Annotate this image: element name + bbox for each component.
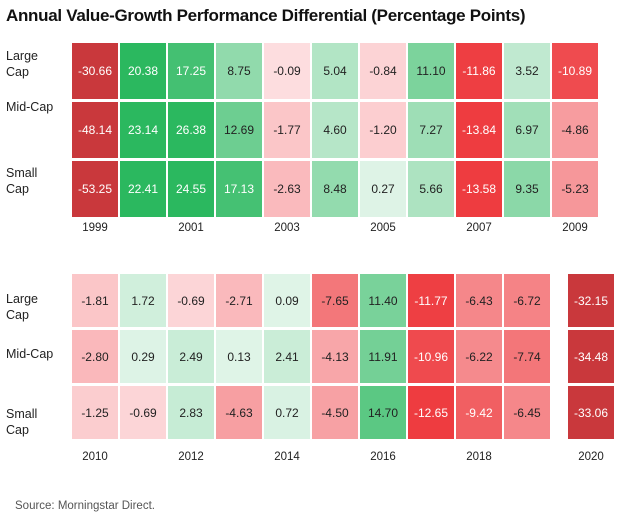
heatmap-cell: -2.80	[72, 330, 118, 383]
row-label: Mid-Cap	[6, 347, 54, 361]
heatmap-cell: -10.96	[408, 330, 454, 383]
heatmap-cell: 23.14	[120, 102, 166, 158]
heatmap-cell: 5.04	[312, 43, 358, 99]
heatmap-cell: -1.25	[72, 386, 118, 439]
source-note: Source: Morningstar Direct.	[15, 500, 155, 512]
heatmap-cell: 17.25	[168, 43, 214, 99]
heatmap-cell: 12.69	[216, 102, 262, 158]
heatmap-cell: 11.91	[360, 330, 406, 383]
heatmap-cell: 24.55	[168, 161, 214, 217]
heatmap-cell: 7.27	[408, 102, 454, 158]
heatmap-cell: 0.09	[264, 274, 310, 327]
heatmap-cell: -5.23	[552, 161, 598, 217]
heatmap-cell: 22.41	[120, 161, 166, 217]
heatmap-cell: 3.52	[504, 43, 550, 99]
heatmap-cell: -4.13	[312, 330, 358, 383]
heatmap-cell: -1.77	[264, 102, 310, 158]
heatmap-cell: -2.63	[264, 161, 310, 217]
heatmap-cell: -6.43	[456, 274, 502, 327]
row-label: Large Cap	[6, 292, 38, 322]
heatmap-cell: -1.81	[72, 274, 118, 327]
year-label: 2016	[370, 451, 396, 463]
heatmap-cell: 4.60	[312, 102, 358, 158]
heatmap-cell: -0.69	[120, 386, 166, 439]
year-label: 2018	[466, 451, 492, 463]
heatmap-cell: -33.06	[568, 386, 614, 439]
year-label: 2001	[178, 222, 204, 234]
heatmap-cell: -13.58	[456, 161, 502, 217]
heatmap-cell: 11.10	[408, 43, 454, 99]
heatmap-cell: -11.86	[456, 43, 502, 99]
year-label: 2007	[466, 222, 492, 234]
year-label: 2005	[370, 222, 396, 234]
year-label: 1999	[82, 222, 108, 234]
heatmap-cell: -4.86	[552, 102, 598, 158]
heatmap-cell: 11.40	[360, 274, 406, 327]
heatmap-cell: -2.71	[216, 274, 262, 327]
heatmap-cell: 9.35	[504, 161, 550, 217]
year-label: 2010	[82, 451, 108, 463]
heatmap-cell: 17.13	[216, 161, 262, 217]
heatmap-cell: -4.63	[216, 386, 262, 439]
row-label: Large Cap	[6, 49, 38, 79]
chart-title: Annual Value-Growth Performance Differen…	[6, 6, 526, 25]
heatmap-cell: -6.72	[504, 274, 550, 327]
heatmap-cell: 2.41	[264, 330, 310, 383]
heatmap-cell: 0.13	[216, 330, 262, 383]
heatmap-cell: 26.38	[168, 102, 214, 158]
heatmap-cell: -34.48	[568, 330, 614, 383]
heatmap-cell: 5.66	[408, 161, 454, 217]
heatmap-cell: -7.74	[504, 330, 550, 383]
heatmap-cell: 2.49	[168, 330, 214, 383]
year-label: 2014	[274, 451, 300, 463]
heatmap-cell: 14.70	[360, 386, 406, 439]
year-label: 2020	[578, 451, 604, 463]
heatmap-cell: 0.72	[264, 386, 310, 439]
heatmap-cell: -10.89	[552, 43, 598, 99]
heatmap-cell: -0.84	[360, 43, 406, 99]
year-label: 2012	[178, 451, 204, 463]
year-label: 2009	[562, 222, 588, 234]
heatmap-cell: 0.29	[120, 330, 166, 383]
heatmap-cell: -9.42	[456, 386, 502, 439]
heatmap-cell: -13.84	[456, 102, 502, 158]
heatmap-cell: 20.38	[120, 43, 166, 99]
heatmap-cell: -4.50	[312, 386, 358, 439]
heatmap-cell: -6.22	[456, 330, 502, 383]
heatmap-cell: -1.20	[360, 102, 406, 158]
heatmap-cell: -11.77	[408, 274, 454, 327]
heatmap-cell: -7.65	[312, 274, 358, 327]
heatmap-cell: -48.14	[72, 102, 118, 158]
heatmap-cell: 8.75	[216, 43, 262, 99]
heatmap-cell: 1.72	[120, 274, 166, 327]
heatmap-cell: 0.27	[360, 161, 406, 217]
row-label: Mid-Cap	[6, 100, 54, 114]
heatmap-cell: -53.25	[72, 161, 118, 217]
row-label: Small Cap	[6, 166, 38, 196]
heatmap-cell: -32.15	[568, 274, 614, 327]
heatmap-cell: 6.97	[504, 102, 550, 158]
heatmap-cell: 2.83	[168, 386, 214, 439]
heatmap-cell: -0.09	[264, 43, 310, 99]
heatmap-cell: -6.45	[504, 386, 550, 439]
heatmap-cell: -30.66	[72, 43, 118, 99]
heatmap-cell: -0.69	[168, 274, 214, 327]
heatmap-cell: 8.48	[312, 161, 358, 217]
row-label: Small Cap	[6, 407, 38, 437]
year-label: 2003	[274, 222, 300, 234]
heatmap-cell: -12.65	[408, 386, 454, 439]
